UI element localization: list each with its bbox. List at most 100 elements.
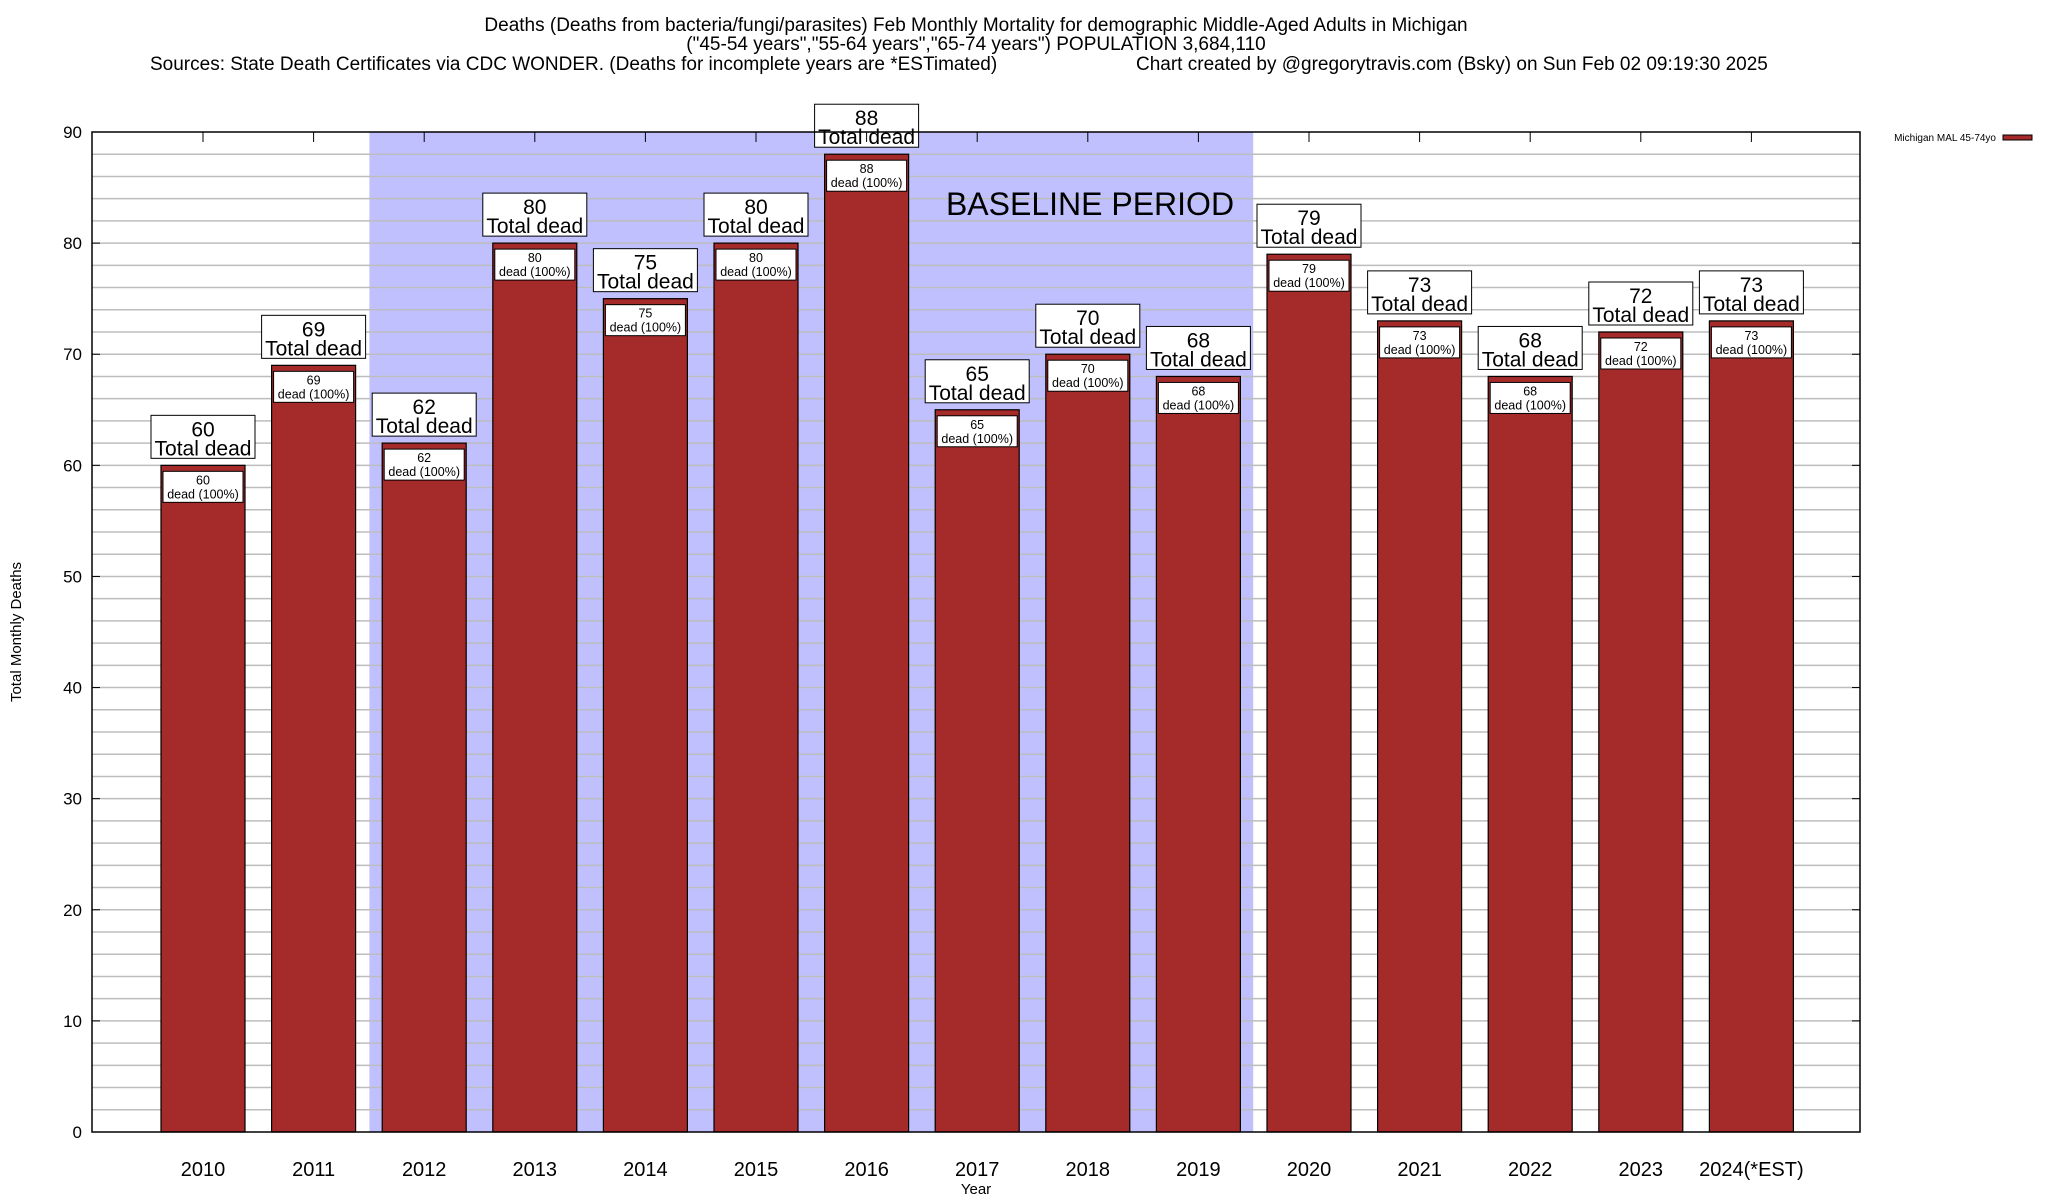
top-label-value: 70 <box>1076 307 1099 330</box>
inner-label-text: dead (100%) <box>278 387 350 401</box>
inner-label-box <box>383 448 465 481</box>
y-tick-label: 50 <box>63 567 82 586</box>
legend-swatch <box>2002 134 2033 141</box>
x-tick-label: 2011 <box>292 1159 335 1181</box>
inner-label-box <box>162 470 244 503</box>
x-tick-label: 2013 <box>513 1159 558 1181</box>
top-label-value: 88 <box>855 107 878 130</box>
inner-label-value: 80 <box>528 251 542 265</box>
inner-label-text: dead (100%) <box>167 487 239 501</box>
inner-label-text: dead (100%) <box>1605 354 1677 368</box>
inner-label-text: dead (100%) <box>499 265 571 279</box>
inner-label-box <box>936 415 1018 448</box>
top-label-box <box>482 192 588 237</box>
inner-label-value: 68 <box>1191 384 1205 398</box>
y-axis-label: Total Monthly Deaths <box>8 562 25 702</box>
top-label-text: Total dead <box>265 337 362 360</box>
top-label-value: 68 <box>1187 329 1210 352</box>
bar-2019 <box>1155 375 1242 1133</box>
top-label-box <box>1035 303 1141 348</box>
x-tick-label: 2019 <box>1176 1159 1221 1181</box>
top-label-value: 80 <box>523 196 546 219</box>
y-tick-label: 0 <box>73 1123 82 1142</box>
bar-2021 <box>1376 320 1463 1133</box>
inner-label-text: dead (100%) <box>1163 398 1235 412</box>
top-label-text: Total dead <box>597 271 694 294</box>
inner-label-box <box>1489 381 1571 414</box>
bar-2014 <box>602 298 689 1133</box>
top-label-value: 65 <box>966 363 989 386</box>
top-label-box <box>924 359 1030 404</box>
inner-label-box <box>1157 381 1239 414</box>
x-axis-label: Year <box>961 1181 991 1198</box>
inner-label-box <box>715 248 797 281</box>
bar-2023 <box>1598 331 1684 1133</box>
inner-label-box <box>604 304 686 337</box>
x-tick-label: 2010 <box>181 1159 226 1181</box>
title-line-2: ("45-54 years","55-64 years","65-74 year… <box>686 34 1265 55</box>
top-label-box <box>1367 270 1473 315</box>
top-label-value: 73 <box>1408 274 1431 297</box>
top-label-box <box>1698 270 1804 315</box>
legend-label: Michigan MAL 45-74yo <box>1894 133 1996 144</box>
top-label-value: 68 <box>1519 329 1542 352</box>
inner-label-value: 80 <box>749 251 763 265</box>
top-label-box <box>703 192 809 237</box>
inner-label-box <box>273 370 355 403</box>
top-label-box <box>371 392 477 437</box>
top-label-value: 73 <box>1740 274 1763 297</box>
bar-2017 <box>934 409 1020 1133</box>
inner-label-value: 65 <box>970 418 984 432</box>
bar-2013 <box>492 242 578 1133</box>
x-tick-label: 2020 <box>1287 1159 1332 1181</box>
inner-label-box <box>1268 259 1350 292</box>
inner-label-box <box>826 159 908 192</box>
baseline-period-label: BASELINE PERIOD <box>946 186 1234 222</box>
bar-2012 <box>381 442 467 1133</box>
inner-label-box <box>1710 326 1792 359</box>
bar-2018 <box>1045 353 1131 1133</box>
inner-label-text: dead (100%) <box>720 265 792 279</box>
inner-label-box <box>1600 337 1682 370</box>
top-label-text: Total dead <box>486 215 583 238</box>
bar-2022 <box>1487 375 1573 1133</box>
top-label-value: 75 <box>634 252 657 275</box>
sources-text: Sources: State Death Certificates via CD… <box>150 54 997 75</box>
inner-label-value: 73 <box>1744 329 1758 343</box>
inner-label-text: dead (100%) <box>1273 276 1345 290</box>
top-label-text: Total dead <box>155 437 252 460</box>
inner-label-text: dead (100%) <box>941 432 1013 446</box>
top-label-box <box>150 414 256 459</box>
inner-label-text: dead (100%) <box>1716 343 1788 357</box>
x-tick-label: 2021 <box>1397 1159 1442 1181</box>
inner-label-value: 69 <box>307 373 321 387</box>
top-label-text: Total dead <box>708 215 805 238</box>
x-tick-label: 2022 <box>1508 1159 1553 1181</box>
inner-label-text: dead (100%) <box>610 321 682 335</box>
bar-2020 <box>1266 253 1352 1133</box>
inner-label-value: 75 <box>638 307 652 321</box>
bar-2011 <box>271 364 357 1133</box>
inner-label-text: dead (100%) <box>831 176 903 190</box>
inner-label-value: 88 <box>860 162 874 176</box>
top-label-box <box>592 248 698 293</box>
y-tick-label: 60 <box>63 456 82 475</box>
top-label-value: 72 <box>1629 285 1652 308</box>
y-tick-label: 90 <box>63 123 82 142</box>
inner-label-text: dead (100%) <box>388 465 460 479</box>
top-label-text: Total dead <box>929 382 1026 405</box>
top-label-text: Total dead <box>1592 304 1689 327</box>
inner-label-value: 68 <box>1523 384 1537 398</box>
top-label-value: 60 <box>191 418 214 441</box>
top-label-value: 79 <box>1297 207 1320 230</box>
top-label-text: Total dead <box>376 415 473 438</box>
top-label-box <box>1256 203 1362 248</box>
top-label-box <box>261 314 367 359</box>
top-label-text: Total dead <box>1371 293 1468 316</box>
x-tick-label: 2012 <box>402 1159 447 1181</box>
y-tick-label: 10 <box>63 1012 82 1031</box>
top-label-text: Total dead <box>1482 348 1579 371</box>
y-tick-label: 30 <box>63 790 82 809</box>
bar-2016 <box>823 153 910 1133</box>
